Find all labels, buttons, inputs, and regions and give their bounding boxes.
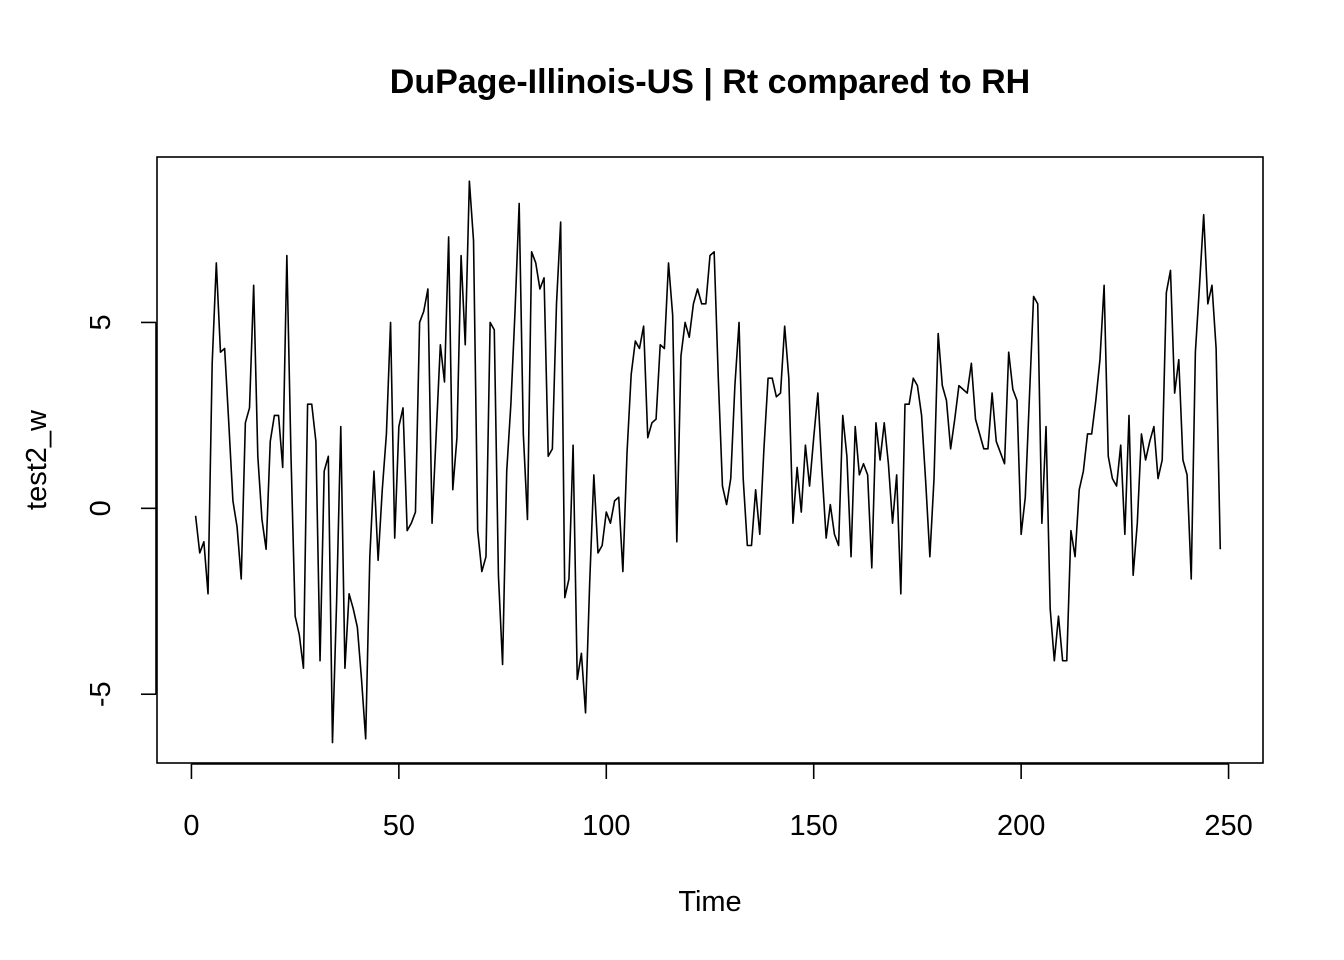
x-tick-label: 50 bbox=[383, 810, 415, 842]
chart-title: DuPage-Illinois-US | Rt compared to RH bbox=[390, 63, 1030, 101]
x-axis-label: Time bbox=[678, 886, 741, 918]
x-tick-label: 100 bbox=[582, 810, 630, 842]
plot-frame bbox=[156, 156, 1264, 764]
y-tick-label: 0 bbox=[85, 500, 117, 516]
x-tick-label: 150 bbox=[790, 810, 838, 842]
y-axis-label: test2_w bbox=[21, 409, 53, 510]
x-tick-label: 200 bbox=[997, 810, 1045, 842]
y-tick-label: -5 bbox=[85, 681, 117, 707]
y-axis: -5 0 5 bbox=[85, 314, 157, 707]
x-axis: 0 50 100 150 200 250 bbox=[183, 763, 1253, 842]
y-tick-label: 5 bbox=[85, 314, 117, 330]
series-line bbox=[194, 180, 1222, 744]
x-tick-label: 0 bbox=[183, 810, 199, 842]
x-tick-label: 250 bbox=[1204, 810, 1252, 842]
